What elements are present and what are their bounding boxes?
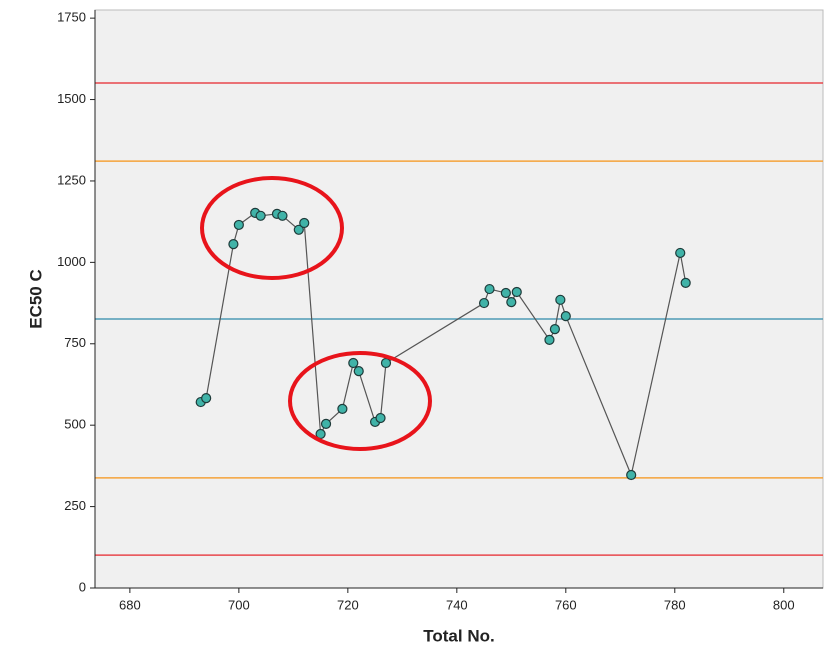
- x-tick-label: 800: [773, 597, 795, 612]
- data-point: [380, 357, 392, 369]
- y-tick-label: 500: [64, 417, 86, 432]
- data-point: [484, 283, 495, 295]
- data-point: [555, 294, 566, 305]
- x-axis-title: Total No.: [423, 626, 494, 645]
- x-tick-label: 740: [446, 597, 468, 612]
- data-point: [500, 287, 511, 299]
- x-tick-label: 780: [664, 597, 686, 612]
- highlight-ellipse: [200, 176, 344, 280]
- y-tick-label: 0: [79, 579, 86, 594]
- y-tick-label: 1000: [57, 254, 86, 269]
- x-tick-label: 680: [119, 597, 141, 612]
- data-point: [337, 403, 348, 415]
- data-point: [478, 297, 490, 309]
- y-tick-label: 750: [64, 335, 86, 350]
- data-point: [353, 366, 364, 377]
- data-point: [255, 210, 266, 221]
- data-point: [626, 469, 637, 481]
- data-point: [680, 277, 691, 288]
- data-point: [506, 296, 517, 308]
- data-point: [233, 219, 244, 231]
- data-point: [375, 412, 386, 424]
- data-point: [293, 224, 304, 235]
- y-tick-label: 1250: [57, 172, 86, 187]
- plot-area: [94, 9, 824, 589]
- data-point: [549, 324, 561, 335]
- data-point: [277, 210, 288, 221]
- x-tick-label: 760: [555, 597, 577, 612]
- y-tick-label: 1500: [57, 91, 86, 106]
- highlight-ellipse: [288, 351, 432, 451]
- data-point: [560, 310, 571, 322]
- data-point: [675, 247, 686, 259]
- x-tick-label: 700: [228, 597, 250, 612]
- data-point: [299, 217, 310, 229]
- x-tick-label: 720: [337, 597, 359, 612]
- data-point: [320, 418, 332, 429]
- data-point: [511, 286, 522, 298]
- data-point: [201, 393, 212, 404]
- y-tick-label: 1750: [57, 10, 86, 25]
- data-point: [348, 357, 359, 369]
- data-point: [315, 428, 326, 440]
- y-tick-label: 250: [64, 498, 86, 513]
- data-point: [228, 239, 239, 250]
- y-axis-title: EC50 C: [26, 269, 45, 329]
- data-point: [544, 334, 555, 345]
